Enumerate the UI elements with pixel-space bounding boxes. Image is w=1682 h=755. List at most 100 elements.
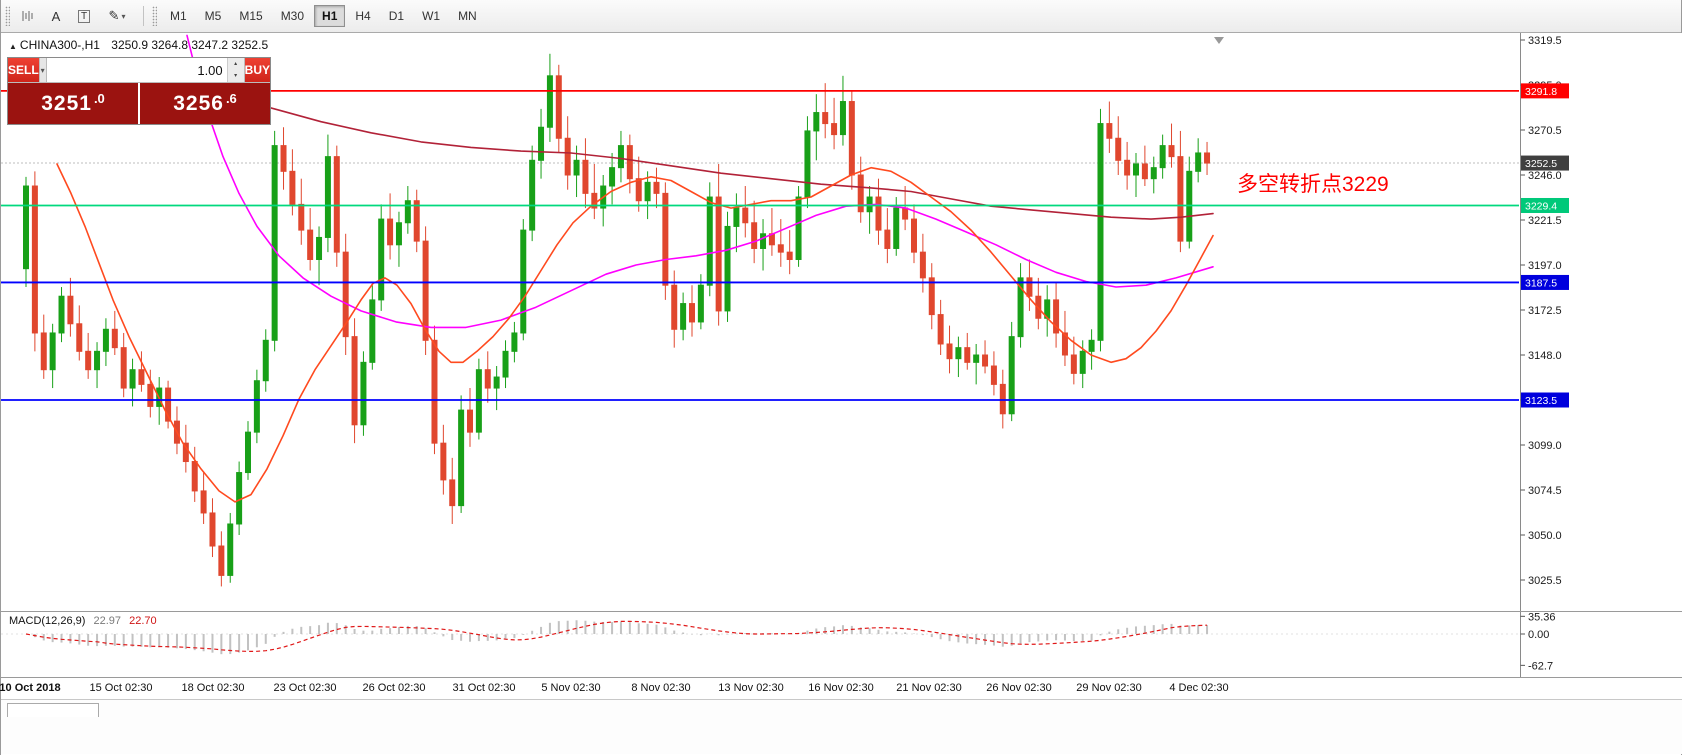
macd-axis-label: -62.7 bbox=[1528, 660, 1553, 672]
letter-a-icon: A bbox=[51, 8, 61, 24]
price-axis-label: 3025.5 bbox=[1528, 575, 1562, 587]
macd-label: MACD(12,26,9) 22.97 22.70 bbox=[9, 615, 157, 627]
macd-axis-label: 0.00 bbox=[1528, 629, 1549, 641]
price-tag: 3252.5 bbox=[1521, 155, 1569, 171]
sell-price-display[interactable]: 3251.0 bbox=[8, 83, 138, 124]
price-axis[interactable]: 3319.53295.03270.53246.03221.53197.03172… bbox=[1520, 35, 1562, 587]
volume-dropdown-button[interactable]: ▾ bbox=[38, 58, 47, 82]
volume-decrement-button[interactable]: ▾ bbox=[227, 70, 244, 82]
price-axis-label: 3074.5 bbox=[1528, 485, 1562, 497]
chart-plot-area[interactable] bbox=[1, 33, 1519, 611]
time-axis[interactable]: 10 Oct 2018 15 Oct 02:30 18 Oct 02:30 23 Oc… bbox=[0, 678, 1682, 700]
toolbar-grip[interactable] bbox=[5, 6, 10, 26]
text-tool-button[interactable]: A bbox=[42, 4, 70, 28]
timeframe-button-m1[interactable]: M1 bbox=[162, 5, 195, 27]
ma-mid-line[interactable] bbox=[186, 34, 1214, 329]
sell-price-main: 3251 bbox=[41, 91, 92, 115]
price-axis-label: 3197.0 bbox=[1528, 260, 1562, 272]
sell-button[interactable]: SELL bbox=[8, 58, 39, 82]
dropdown-caret-icon: ▾ bbox=[121, 11, 126, 21]
price-axis-label: 3050.0 bbox=[1528, 530, 1562, 542]
time-axis-label: 10 Oct 2018 bbox=[0, 682, 61, 694]
time-axis-label: 26 Oct 02:30 bbox=[362, 682, 426, 694]
volume-input[interactable] bbox=[46, 58, 227, 82]
timeframe-button-d1[interactable]: D1 bbox=[381, 5, 412, 27]
svg-text:3187.5: 3187.5 bbox=[1525, 277, 1557, 289]
timeframe-toolbar-grip[interactable] bbox=[152, 6, 157, 26]
trade-prices-row: 3251.0 3256.6 bbox=[8, 83, 270, 124]
hatch-pattern-icon bbox=[22, 11, 33, 21]
price-axis-label: 3172.5 bbox=[1528, 305, 1562, 317]
ma-slow-line[interactable] bbox=[168, 71, 1214, 220]
time-axis-label: 4 Dec 02:30 bbox=[1169, 682, 1229, 694]
volume-spinner: ▴ ▾ bbox=[226, 58, 244, 82]
time-axis-label: 16 Nov 02:30 bbox=[808, 682, 874, 694]
svg-text:3291.8: 3291.8 bbox=[1525, 86, 1557, 98]
macd-plot-area[interactable] bbox=[1, 612, 1519, 677]
timeframe-button-h4[interactable]: H4 bbox=[347, 5, 378, 27]
volume-field: ▴ ▾ bbox=[46, 58, 245, 82]
time-axis-label: 13 Nov 02:30 bbox=[718, 682, 784, 694]
trade-controls-row: SELL ▾ ▴ ▾ BUY bbox=[8, 58, 270, 83]
chart-shift-marker-icon[interactable] bbox=[1214, 37, 1224, 44]
hatch-tool-button[interactable] bbox=[14, 4, 42, 28]
textbox-tool-button[interactable]: T bbox=[70, 4, 98, 28]
macd-indicator-name: MACD(12,26,9) bbox=[9, 615, 86, 627]
timeframe-button-m15[interactable]: M15 bbox=[231, 5, 270, 27]
time-axis-label: 5 Nov 02:30 bbox=[541, 682, 601, 694]
timeframe-button-h1[interactable]: H1 bbox=[314, 5, 346, 27]
time-axis-label: 8 Nov 02:30 bbox=[631, 682, 691, 694]
timeframe-button-m5[interactable]: M5 bbox=[197, 5, 230, 27]
price-axis-label: 3221.5 bbox=[1528, 215, 1562, 227]
svg-text:3123.5: 3123.5 bbox=[1525, 395, 1557, 407]
macd-main-value: 22.97 bbox=[93, 615, 122, 627]
buy-price-frac: .6 bbox=[225, 91, 237, 106]
price-axis-label: 3246.0 bbox=[1528, 170, 1562, 182]
symbol-marker-icon: ▲ bbox=[9, 42, 17, 51]
price-axis-label: 3148.0 bbox=[1528, 350, 1562, 362]
buy-button[interactable]: BUY bbox=[244, 58, 270, 82]
candlestick-series bbox=[23, 53, 1211, 587]
price-axis-label: 3319.5 bbox=[1528, 35, 1562, 47]
timeframe-button-mn[interactable]: MN bbox=[450, 5, 485, 27]
time-axis-label: 15 Oct 02:30 bbox=[89, 682, 153, 694]
price-tag: 3291.8 bbox=[1521, 83, 1569, 99]
chart-window: 3319.53295.03270.53246.03221.53197.03172… bbox=[1, 33, 1682, 612]
chart-annotation-text[interactable]: 多空转折点3229 bbox=[1237, 173, 1389, 196]
one-click-trading-panel: SELL ▾ ▴ ▾ BUY 3251.0 3256.6 bbox=[7, 57, 271, 125]
symbol-title: CHINA300-,H1 bbox=[19, 38, 100, 52]
macd-panel: 35.36 0.00 -62.7 MACD(12,26,9) 22.97 22.70 bbox=[1, 612, 1682, 678]
time-axis-label: 23 Oct 02:30 bbox=[273, 682, 337, 694]
ohlc-values: 3250.9 3264.8 3247.2 3252.5 bbox=[111, 38, 269, 52]
macd-axis-label: 35.36 bbox=[1528, 612, 1556, 623]
svg-text:3252.5: 3252.5 bbox=[1525, 158, 1557, 170]
price-chart-svg: 3319.53295.03270.53246.03221.53197.03172… bbox=[1, 33, 1569, 611]
pencil-icon: ✎ bbox=[108, 8, 120, 23]
buy-price-display[interactable]: 3256.6 bbox=[138, 83, 270, 124]
time-axis-label: 21 Nov 02:30 bbox=[896, 682, 962, 694]
sell-price-frac: .0 bbox=[93, 91, 105, 106]
bottom-strip bbox=[1, 700, 1682, 754]
timeframe-button-w1[interactable]: W1 bbox=[414, 5, 448, 27]
price-tag: 3229.4 bbox=[1521, 197, 1569, 213]
macd-signal-line bbox=[25, 620, 1208, 653]
letter-t-icon: T bbox=[77, 9, 91, 23]
volume-increment-button[interactable]: ▴ bbox=[227, 58, 244, 70]
macd-signal-value: 22.70 bbox=[129, 615, 157, 627]
toolbar-separator bbox=[143, 6, 144, 26]
ma-fast-line[interactable] bbox=[56, 163, 1214, 503]
macd-svg: 35.36 0.00 -62.7 bbox=[1, 612, 1556, 677]
buy-price-main: 3256 bbox=[173, 91, 224, 115]
chart-header: ▲ CHINA300-,H1 3250.9 3264.8 3247.2 3252.… bbox=[9, 38, 268, 52]
timeframe-button-m30[interactable]: M30 bbox=[273, 5, 312, 27]
timeframe-group: M1 M5 M15 M30 H1 H4 D1 W1 MN bbox=[161, 5, 486, 27]
time-axis-label: 29 Nov 02:30 bbox=[1076, 682, 1142, 694]
price-axis-label: 3270.5 bbox=[1528, 125, 1562, 137]
time-axis-label: 26 Nov 02:30 bbox=[986, 682, 1052, 694]
macd-histogram bbox=[33, 620, 1209, 655]
chart-tab[interactable] bbox=[7, 703, 99, 717]
price-tag: 3187.5 bbox=[1521, 274, 1569, 290]
draw-tools-button[interactable]: ✎ ▾ bbox=[98, 4, 136, 28]
time-axis-label: 18 Oct 02:30 bbox=[181, 682, 245, 694]
